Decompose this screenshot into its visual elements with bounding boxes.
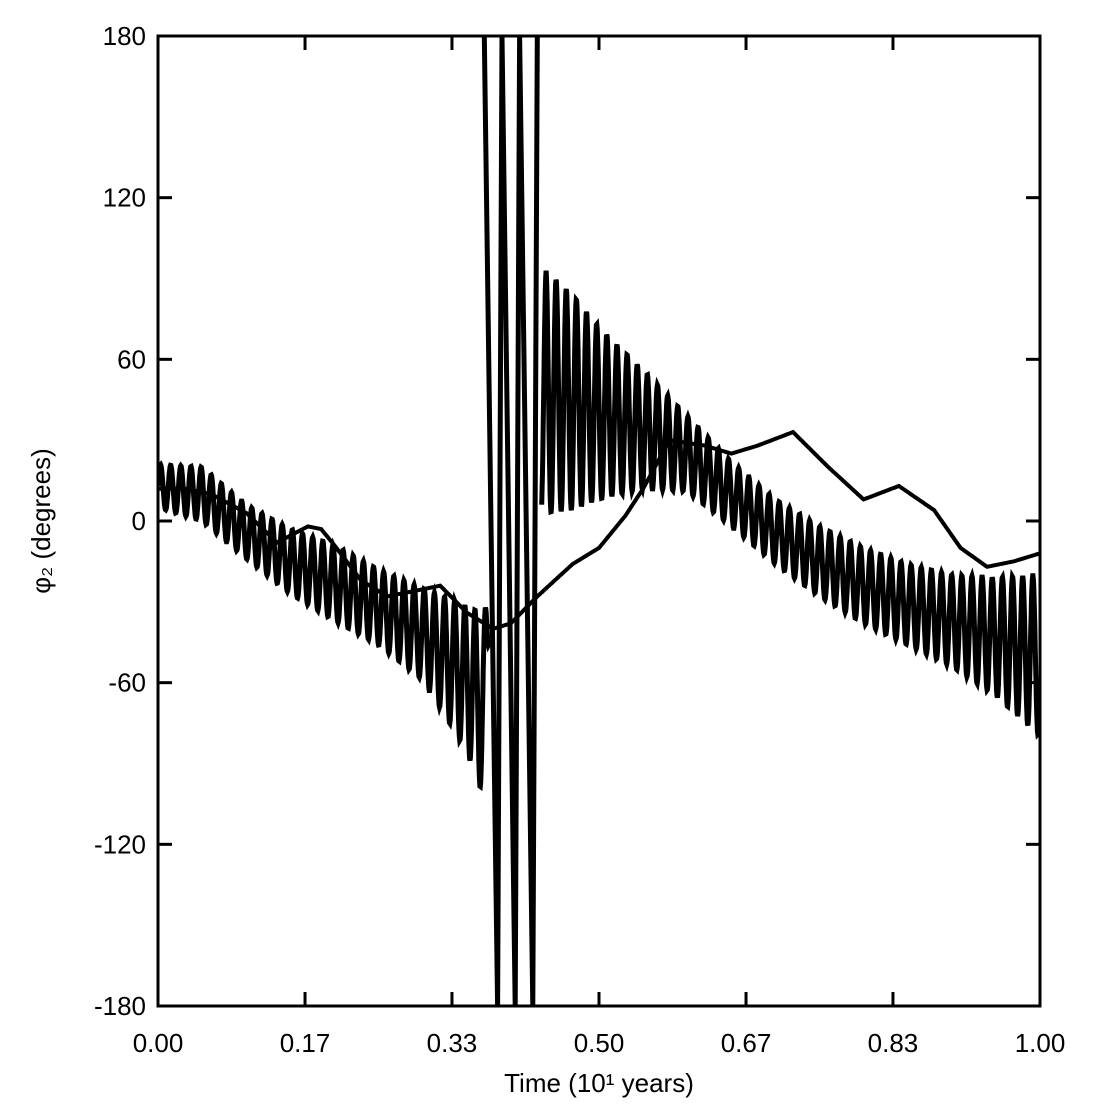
x-tick-label: 0.17 bbox=[280, 1028, 331, 1058]
y-axis-title: φ₂ (degrees) bbox=[26, 448, 56, 593]
y-axis-ticks: 180 120 60 0 -60 -120 -180 bbox=[94, 21, 1040, 1021]
series-wrapping-line bbox=[481, 36, 540, 1006]
y-tick-label: 180 bbox=[103, 21, 146, 51]
series-oscillating-line bbox=[158, 270, 1040, 792]
series-layer bbox=[158, 36, 1040, 1006]
x-tick-label: 0.00 bbox=[133, 1028, 184, 1058]
x-tick-label: 0.33 bbox=[427, 1028, 478, 1058]
x-tick-label: 0.50 bbox=[574, 1028, 625, 1058]
x-tick-label: 0.67 bbox=[721, 1028, 772, 1058]
y-tick-label: 60 bbox=[117, 344, 146, 374]
x-axis-title: Time (10¹ years) bbox=[504, 1068, 694, 1098]
x-tick-label: 1.00 bbox=[1015, 1028, 1066, 1058]
y-tick-label: -60 bbox=[108, 668, 146, 698]
x-tick-label: 0.83 bbox=[868, 1028, 919, 1058]
y-tick-label: -180 bbox=[94, 991, 146, 1021]
plot-frame bbox=[156, 34, 1042, 1008]
y-tick-label: 0 bbox=[132, 506, 146, 536]
y-tick-label: 120 bbox=[103, 183, 146, 213]
x-axis-ticks: 0.00 0.17 0.33 0.50 0.67 0.83 1.00 bbox=[133, 36, 1066, 1058]
series-smooth-line bbox=[158, 429, 1040, 632]
y-tick-label: -120 bbox=[94, 829, 146, 859]
